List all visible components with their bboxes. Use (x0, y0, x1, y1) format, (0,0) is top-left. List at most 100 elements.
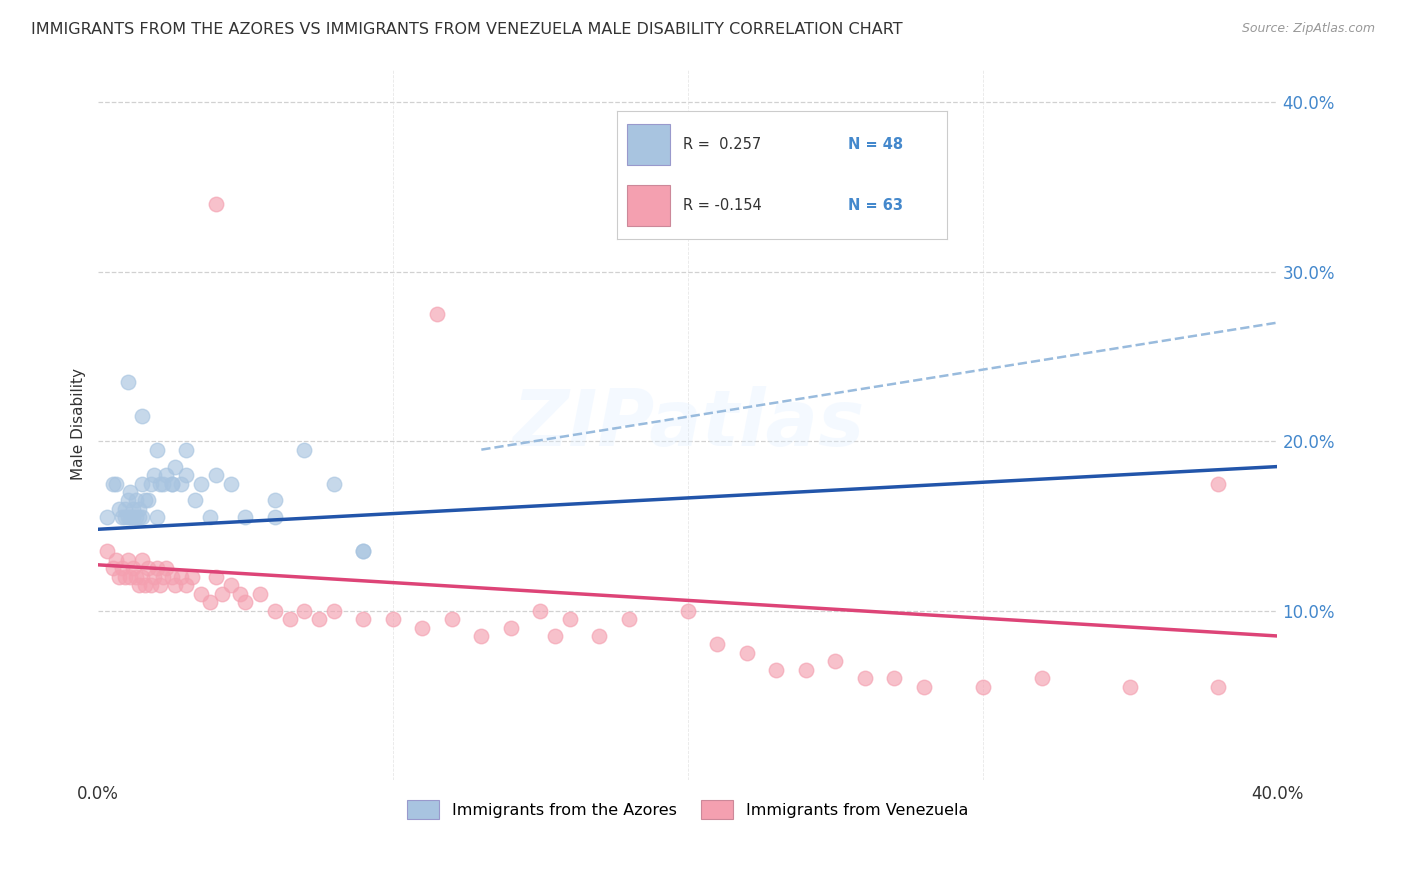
Point (114, 510, 136, 524)
Legend: Immigrants from the Azores, Immigrants from Venezuela: Immigrants from the Azores, Immigrants f… (401, 794, 974, 825)
Point (136, 493, 159, 508)
Point (426, 307, 449, 321)
Point (794, 663, 817, 677)
Point (117, 510, 139, 524)
Text: IMMIGRANTS FROM THE AZORES VS IMMIGRANTS FROM VENEZUELA MALE DISABILITY CORRELAT: IMMIGRANTS FROM THE AZORES VS IMMIGRANTS… (31, 22, 903, 37)
Point (139, 578, 162, 592)
Point (198, 510, 221, 524)
Point (544, 629, 567, 643)
Point (824, 654, 846, 668)
Point (190, 476, 212, 491)
Point (529, 603, 551, 617)
Point (176, 442, 198, 457)
Point (101, 476, 124, 491)
Point (352, 544, 374, 558)
Point (588, 629, 610, 643)
Point (131, 409, 153, 423)
Point (125, 493, 148, 508)
Point (308, 612, 330, 626)
Point (117, 493, 139, 508)
Point (163, 459, 186, 474)
Point (146, 510, 169, 524)
Point (264, 603, 287, 617)
Point (131, 553, 153, 567)
Text: ZIPatlas: ZIPatlas (512, 386, 863, 462)
Point (143, 468, 166, 483)
Point (120, 485, 142, 500)
Point (125, 570, 148, 584)
Point (558, 612, 581, 626)
Point (211, 586, 233, 600)
Point (205, 570, 228, 584)
Point (122, 561, 145, 575)
Point (1208, 680, 1230, 694)
Point (125, 510, 148, 524)
Point (111, 510, 134, 524)
Point (96, 510, 118, 524)
Point (322, 476, 344, 491)
Point (322, 603, 344, 617)
Point (499, 620, 522, 634)
Point (114, 570, 136, 584)
Point (122, 502, 145, 516)
Point (128, 510, 150, 524)
Point (107, 570, 129, 584)
Point (152, 476, 174, 491)
Point (120, 570, 142, 584)
Point (617, 612, 640, 626)
Point (104, 553, 127, 567)
Point (131, 570, 153, 584)
Point (143, 570, 166, 584)
Point (155, 561, 177, 575)
Point (184, 493, 207, 508)
Point (122, 510, 145, 524)
Point (107, 502, 129, 516)
Point (128, 502, 150, 516)
Point (146, 561, 169, 575)
Point (381, 612, 404, 626)
Point (181, 570, 204, 584)
Point (676, 603, 699, 617)
Point (104, 476, 127, 491)
Point (190, 586, 212, 600)
Point (219, 578, 242, 592)
Point (120, 510, 142, 524)
Point (1208, 476, 1230, 491)
Point (131, 510, 153, 524)
Y-axis label: Male Disability: Male Disability (72, 368, 86, 480)
Point (219, 476, 242, 491)
Point (169, 570, 191, 584)
Point (228, 586, 250, 600)
Point (134, 493, 156, 508)
Point (111, 561, 134, 575)
Point (853, 671, 876, 685)
Point (294, 603, 316, 617)
Point (149, 578, 172, 592)
Point (169, 476, 191, 491)
Point (176, 468, 198, 483)
Point (264, 493, 287, 508)
Point (205, 468, 228, 483)
Point (235, 595, 257, 609)
Point (765, 663, 787, 677)
Point (411, 620, 433, 634)
Point (134, 578, 156, 592)
Point (1031, 671, 1053, 685)
Point (114, 502, 136, 516)
Point (912, 680, 935, 694)
Point (470, 629, 492, 643)
Point (235, 510, 257, 524)
Point (972, 680, 994, 694)
Point (883, 671, 905, 685)
Point (278, 612, 301, 626)
Point (128, 578, 150, 592)
Point (160, 570, 183, 584)
Point (149, 476, 172, 491)
Point (160, 476, 183, 491)
Point (160, 476, 183, 491)
Point (352, 544, 374, 558)
Point (264, 510, 287, 524)
Point (249, 586, 271, 600)
Point (294, 442, 316, 457)
Point (131, 476, 153, 491)
